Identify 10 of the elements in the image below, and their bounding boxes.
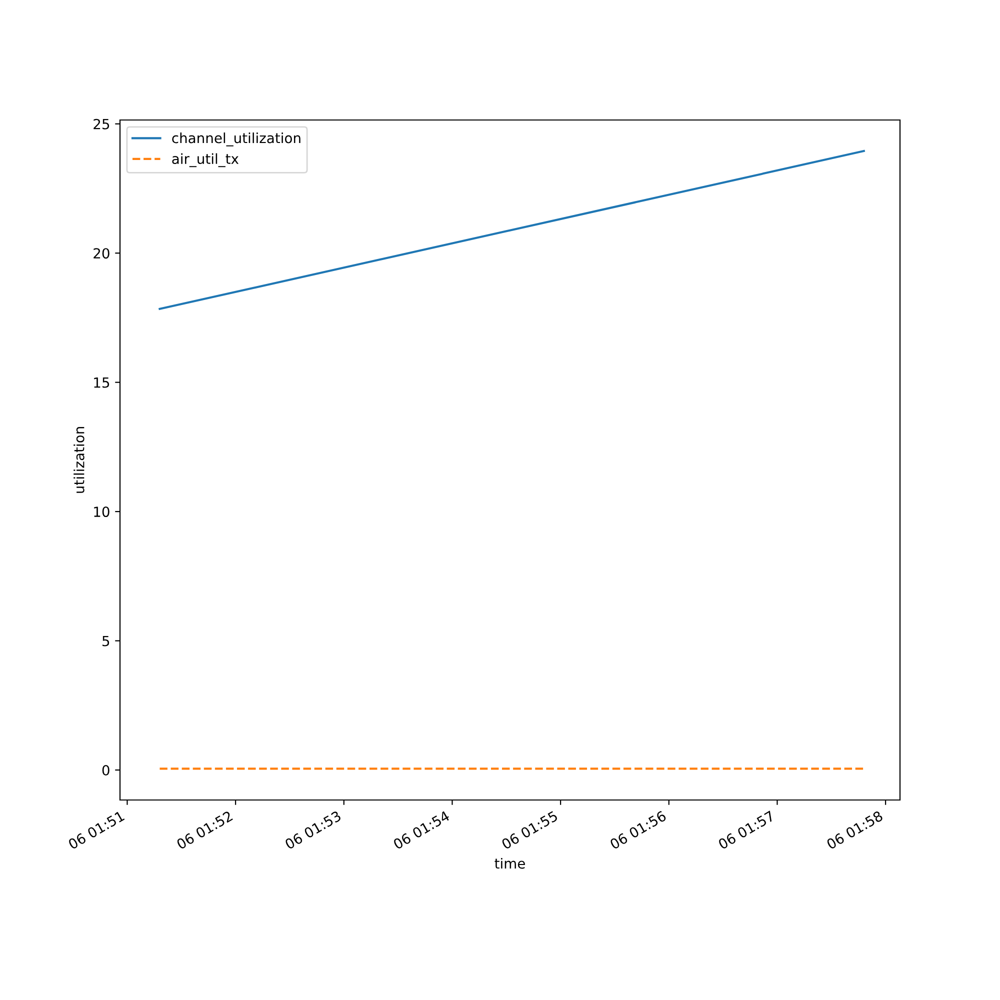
- legend-label: air_util_tx: [172, 153, 239, 168]
- y-axis-title: utilization: [74, 427, 84, 493]
- legend-label: channel_utilization: [172, 132, 300, 146]
- y-tick-label: 5: [102, 636, 110, 646]
- y-tick-label: 20: [94, 248, 110, 259]
- x-axis-title: time: [494, 858, 525, 869]
- y-tick-label: 25: [94, 118, 110, 130]
- y-tick-label: 10: [94, 506, 110, 518]
- y-tick-label: 0: [102, 764, 110, 776]
- y-tick-label: 15: [94, 377, 110, 388]
